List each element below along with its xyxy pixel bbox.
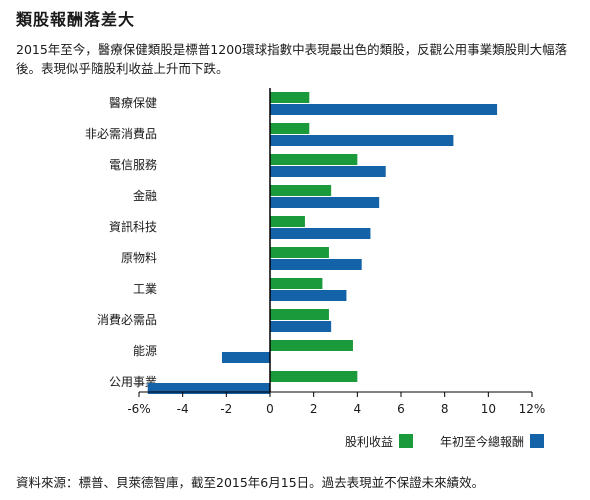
bar-return xyxy=(147,383,270,394)
bar-return xyxy=(270,135,454,146)
x-tick-label: 12% xyxy=(519,402,546,416)
category-label: 消費必需品 xyxy=(97,312,157,327)
legend-item-return: 年初至今總報酬 xyxy=(440,433,545,449)
category-label: 醫療保健 xyxy=(109,96,157,110)
x-tick-label: -2 xyxy=(220,402,232,416)
legend-swatch-dividend xyxy=(399,434,414,448)
x-tick-label: -4 xyxy=(177,402,189,416)
x-tick-label: 8 xyxy=(441,402,449,416)
legend-item-dividend: 股利收益 xyxy=(345,433,414,449)
bar-dividend xyxy=(270,278,323,289)
category-label: 資訊科技 xyxy=(109,219,157,234)
category-label: 工業 xyxy=(133,282,157,296)
bar-dividend xyxy=(270,371,358,382)
legend-swatch-return xyxy=(530,434,545,448)
bar-dividend xyxy=(270,92,310,103)
bar-return xyxy=(270,290,347,301)
bar-return xyxy=(221,352,270,363)
chart-subtitle: 2015年至今，醫療保健類股是標普1200環球指數中表現最出色的類股，反觀公用事… xyxy=(16,42,568,76)
legend-label-dividend: 股利收益 xyxy=(345,434,394,449)
category-label: 金融 xyxy=(133,188,157,203)
x-tick-label: 10 xyxy=(481,402,496,416)
source-note: 資料來源：標普、貝萊德智庫，截至2015年6月15日。過去表現並不保證未來績效。 xyxy=(16,475,485,490)
legend-label-return: 年初至今總報酬 xyxy=(440,434,525,449)
bar-dividend xyxy=(270,340,353,351)
bar-return xyxy=(270,197,380,208)
bar-dividend xyxy=(270,154,358,165)
bar-dividend xyxy=(270,185,332,196)
category-label: 公用事業 xyxy=(109,375,157,389)
x-tick-label: 4 xyxy=(354,402,362,416)
x-tick-label: 0 xyxy=(266,402,274,416)
bar-return xyxy=(270,321,332,332)
bar-dividend xyxy=(270,247,329,258)
category-label: 能源 xyxy=(133,344,157,358)
bar-dividend xyxy=(270,309,329,320)
bar-return xyxy=(270,228,371,239)
bar-return xyxy=(270,104,498,115)
x-tick-label: -6% xyxy=(127,402,150,416)
category-label: 電信服務 xyxy=(109,158,157,172)
category-label: 原物料 xyxy=(121,251,157,265)
bar-dividend xyxy=(270,216,305,227)
category-label: 非必需消費品 xyxy=(85,126,157,141)
bar-return xyxy=(270,259,362,270)
bar-dividend xyxy=(270,123,310,134)
chart-title: 類股報酬落差大 xyxy=(16,10,136,29)
x-tick-label: 2 xyxy=(310,402,318,416)
x-tick-label: 6 xyxy=(397,402,405,416)
bar-return xyxy=(270,166,386,177)
